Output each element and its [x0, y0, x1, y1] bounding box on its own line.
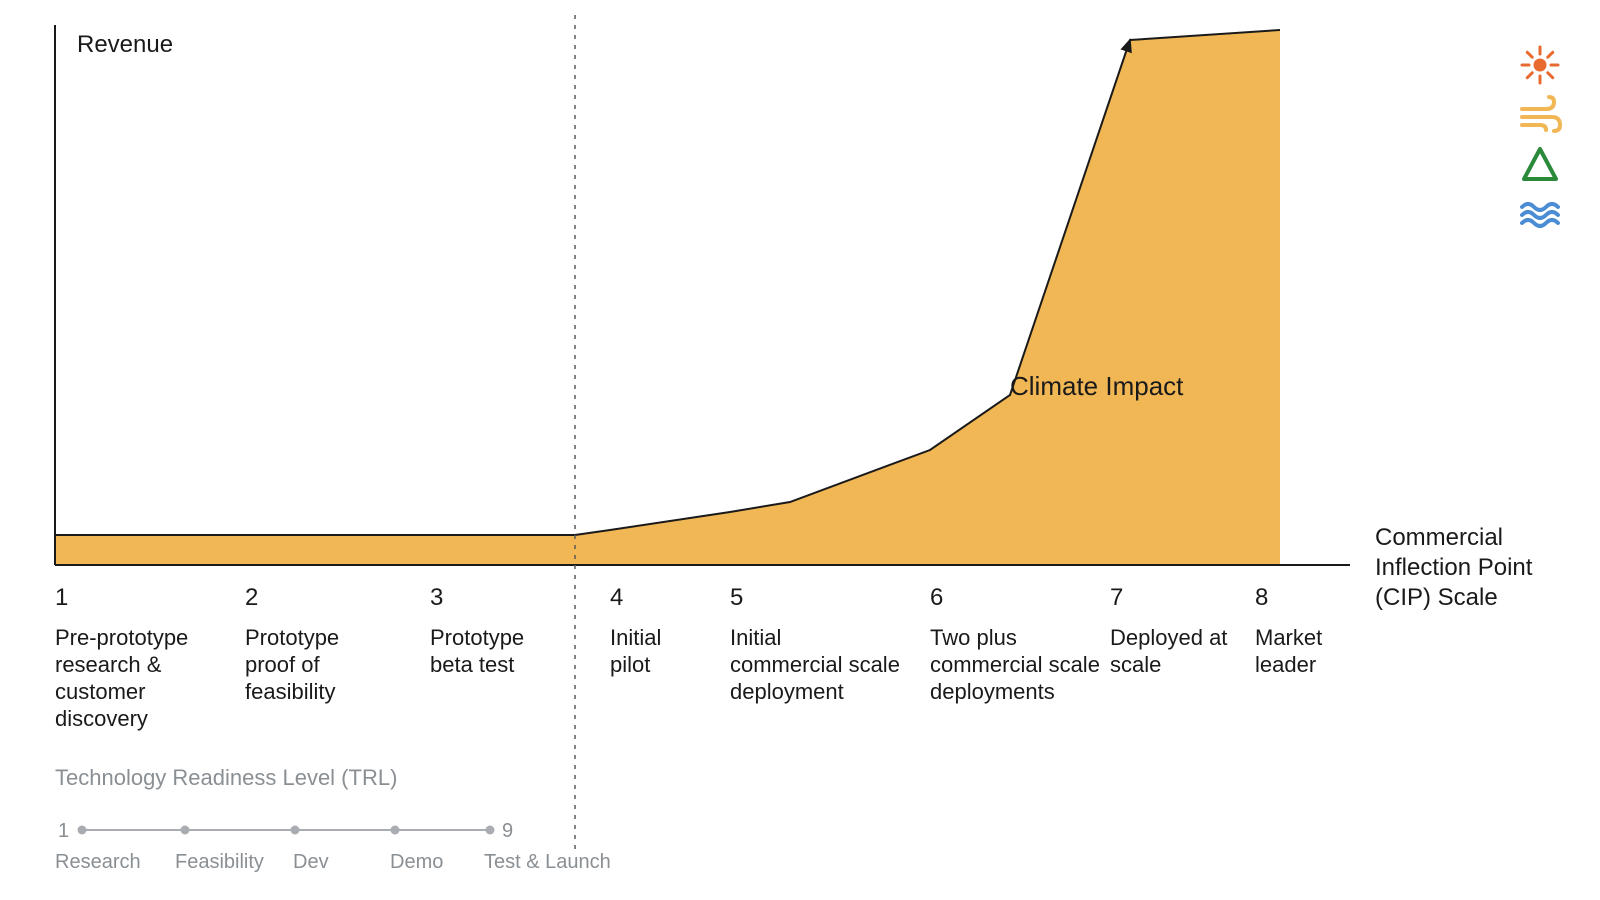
triangle-icon — [1524, 149, 1556, 179]
cip-tick-2: 2 — [245, 584, 258, 611]
cip-tick-4: 4 — [610, 584, 623, 611]
cip-chart: Revenue Climate Impact 1 Pre-prototyperesea… — [0, 0, 1600, 900]
trl-title: Technology Readiness Level (TRL) — [55, 765, 397, 790]
trl-dot-2 — [181, 826, 190, 835]
cip-desc-5: Initialcommercial scaledeployment — [730, 625, 900, 704]
cip-desc-4: Initialpilot — [610, 625, 661, 677]
trl-label-2: Feasibility — [175, 851, 264, 873]
y-axis-label: Revenue — [77, 31, 173, 58]
trl-label-5: Test & Launch — [484, 851, 611, 873]
trl-dot-1 — [78, 826, 87, 835]
cip-desc-2: Prototypeproof offeasibility — [245, 625, 339, 704]
impact-area — [55, 30, 1280, 565]
cip-tick-3: 3 — [430, 584, 443, 611]
trl-dot-5 — [486, 826, 495, 835]
trl-dot-3 — [291, 826, 300, 835]
cip-desc-7: Deployed atscale — [1110, 625, 1227, 677]
trl-dot-4 — [391, 826, 400, 835]
x-axis-label: CommercialInflection Point(CIP) Scale — [1375, 524, 1533, 611]
cip-desc-1: Pre-prototyperesearch &customerdiscovery — [55, 625, 188, 731]
impact-label: Climate Impact — [1010, 371, 1184, 401]
cip-desc-3: Prototypebeta test — [430, 625, 524, 677]
wave-icon — [1522, 204, 1558, 226]
trl-label-3: Dev — [293, 851, 329, 873]
cip-tick-8: 8 — [1255, 584, 1268, 611]
cip-tick-5: 5 — [730, 584, 743, 611]
trl-right-num: 9 — [502, 820, 513, 842]
chart-stage: Revenue Climate Impact 1 Pre-prototyperesea… — [0, 0, 1600, 900]
cip-desc-8: Marketleader — [1255, 625, 1322, 677]
cip-tick-1: 1 — [55, 584, 68, 611]
cip-tick-6: 6 — [930, 584, 943, 611]
cip-tick-7: 7 — [1110, 584, 1123, 611]
trl-label-1: Research — [55, 851, 141, 873]
sun-icon — [1522, 47, 1558, 83]
trl-left-num: 1 — [58, 820, 69, 842]
trl-label-4: Demo — [390, 851, 443, 873]
cip-desc-6: Two pluscommercial scaledeployments — [930, 625, 1100, 704]
wind-icon — [1522, 97, 1560, 131]
